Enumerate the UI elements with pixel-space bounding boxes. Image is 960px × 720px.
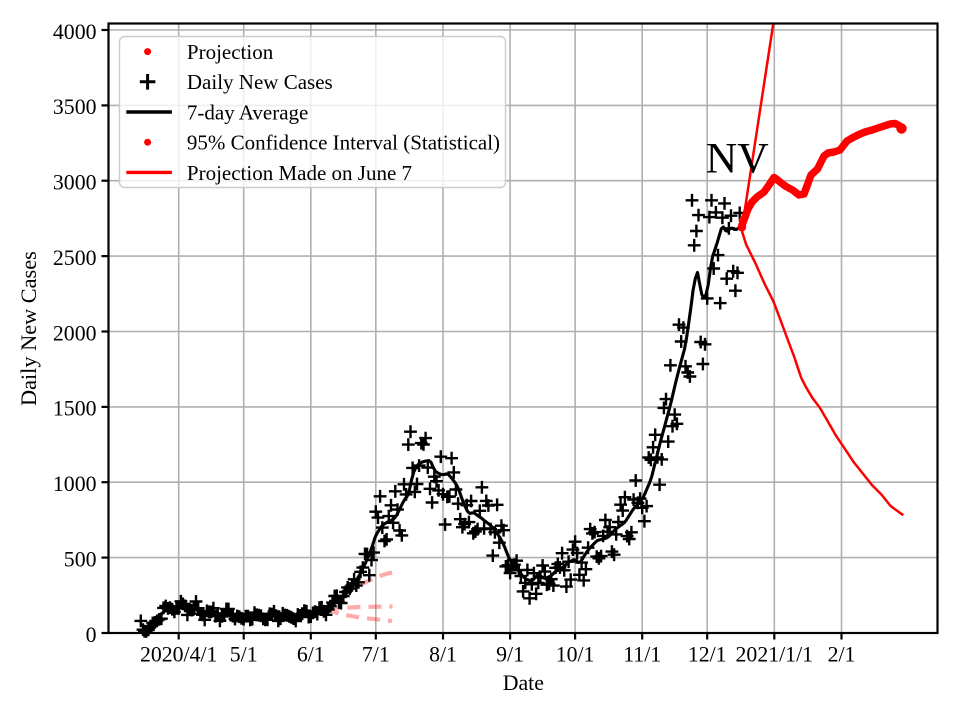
svg-text:Daily New Cases: Daily New Cases — [187, 70, 333, 94]
svg-text:9/1: 9/1 — [496, 642, 524, 666]
svg-text:4000: 4000 — [53, 20, 97, 44]
svg-text:1500: 1500 — [53, 397, 97, 421]
svg-text:12/1: 12/1 — [688, 642, 727, 666]
svg-text:7-day Average: 7-day Average — [187, 100, 308, 124]
svg-text:95% Confidence Interval (Stati: 95% Confidence Interval (Statistical) — [187, 131, 500, 155]
svg-text:0: 0 — [86, 623, 97, 647]
svg-text:1000: 1000 — [53, 472, 97, 496]
svg-text:2500: 2500 — [53, 246, 97, 270]
svg-text:Daily New Cases: Daily New Cases — [16, 251, 41, 406]
svg-text:NV: NV — [706, 135, 769, 183]
svg-text:Projection: Projection — [187, 40, 274, 64]
svg-text:500: 500 — [64, 547, 97, 571]
svg-text:11/1: 11/1 — [623, 642, 661, 666]
svg-text:Projection Made on June 7: Projection Made on June 7 — [187, 161, 412, 185]
svg-text:7/1: 7/1 — [362, 642, 390, 666]
svg-text:5/1: 5/1 — [230, 642, 258, 666]
svg-text:2000: 2000 — [53, 321, 97, 345]
svg-text:8/1: 8/1 — [429, 642, 457, 666]
svg-text:6/1: 6/1 — [297, 642, 325, 666]
svg-text:Date: Date — [503, 671, 544, 695]
svg-text:2021/1/1: 2021/1/1 — [736, 642, 814, 666]
svg-text:3000: 3000 — [53, 171, 97, 195]
svg-text:3500: 3500 — [53, 95, 97, 119]
svg-text:2/1: 2/1 — [828, 642, 856, 666]
svg-text:2020/4/1: 2020/4/1 — [140, 642, 218, 666]
svg-text:10/1: 10/1 — [556, 642, 595, 666]
